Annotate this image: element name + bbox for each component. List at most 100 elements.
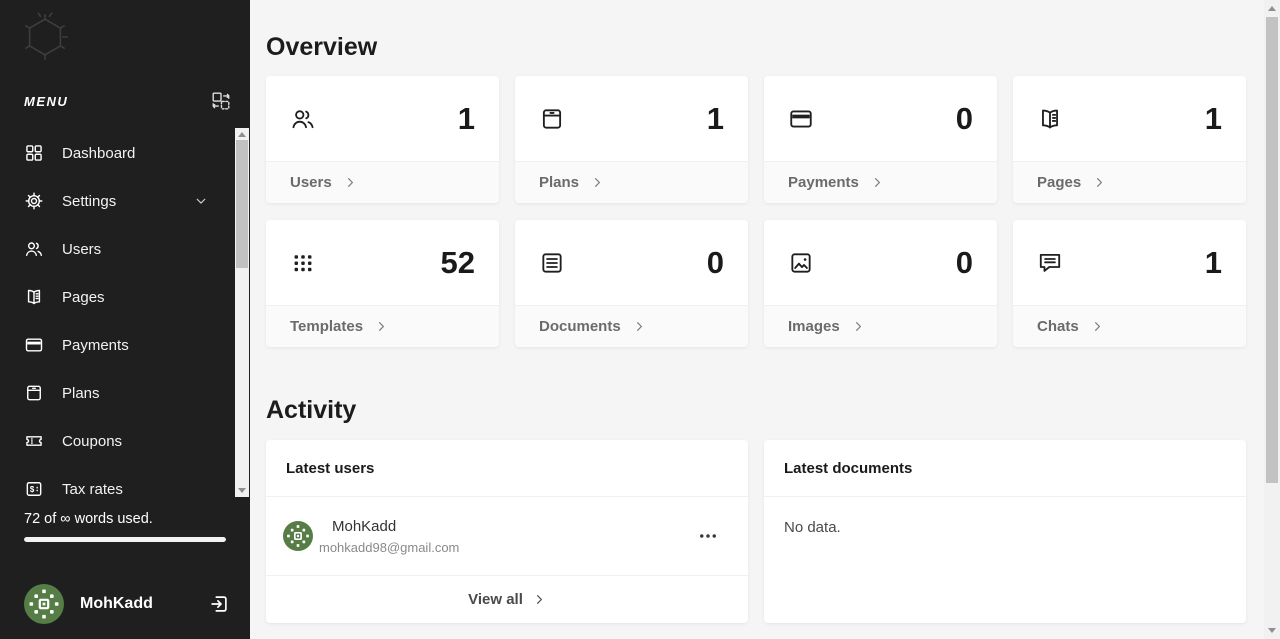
stat-label: Templates	[290, 318, 364, 335]
stat-value: 1	[1204, 100, 1222, 136]
chevron-right-icon	[1091, 320, 1104, 333]
stat-value: 1	[457, 100, 475, 136]
activity-title: Activity	[266, 396, 357, 424]
gear-icon	[24, 191, 44, 211]
stat-label: Chats	[1037, 318, 1079, 335]
chevron-right-icon	[852, 320, 865, 333]
chat-icon	[1037, 250, 1063, 276]
menu-title: MENU	[24, 93, 69, 109]
stat-link-documents[interactable]: Documents	[515, 305, 748, 347]
stat-label: Users	[290, 174, 332, 191]
latest-user-name: MohKadd	[332, 517, 397, 535]
stat-link-payments[interactable]: Payments	[764, 161, 997, 203]
stat-card-chats: 1 Chats	[1013, 220, 1246, 347]
latest-documents-title: Latest documents	[764, 440, 1246, 497]
sidebar-item-settings[interactable]: Settings	[0, 177, 234, 225]
sidebar-item-dashboard[interactable]: Dashboard	[0, 129, 234, 177]
words-usage-text: 72 of ∞ words used.	[24, 511, 153, 527]
stat-value: 0	[955, 100, 973, 136]
open-book-icon	[24, 287, 44, 307]
stat-cards-grid: 1 Users 1 Plans	[266, 76, 1246, 347]
words-usage-progress-fill	[24, 537, 226, 542]
open-book-icon	[1037, 106, 1063, 132]
sidebar-item-label: Pages	[62, 288, 105, 306]
users-icon	[24, 239, 44, 259]
stat-card-users: 1 Users	[266, 76, 499, 203]
stat-link-pages[interactable]: Pages	[1013, 161, 1246, 203]
scroll-down-icon[interactable]	[238, 488, 246, 493]
sidebar-item-label: Plans	[62, 384, 100, 402]
stat-card-plans: 1 Plans	[515, 76, 748, 203]
main-content: Overview 1 Users 1 Plans	[250, 0, 1264, 639]
chevron-right-icon	[591, 176, 604, 189]
box-icon	[24, 383, 44, 403]
stat-link-templates[interactable]: Templates	[266, 305, 499, 347]
sidebar-scrollbar-thumb[interactable]	[236, 140, 248, 268]
chevron-right-icon	[1093, 176, 1106, 189]
sidebar-scrollbar[interactable]	[235, 128, 249, 497]
box-icon	[539, 106, 565, 132]
latest-documents-card: Latest documents No data.	[764, 440, 1246, 623]
chevron-right-icon	[344, 176, 357, 189]
view-all-label: View all	[468, 591, 523, 608]
user-name: MohKadd	[80, 595, 153, 612]
window-scrollbar[interactable]	[1264, 0, 1280, 639]
stat-value: 1	[706, 100, 724, 136]
stat-value: 0	[955, 244, 973, 280]
sidebar-item-label: Coupons	[62, 432, 123, 450]
no-data-text: No data.	[784, 519, 841, 536]
scroll-down-icon[interactable]	[1268, 628, 1276, 633]
chevron-down-icon	[194, 194, 208, 208]
stat-card-payments: 0 Payments	[764, 76, 997, 203]
stat-link-users[interactable]: Users	[266, 161, 499, 203]
latest-users-card: Latest users MohKadd mohkadd98@gmail.com…	[266, 440, 748, 623]
sidebar-item-plans[interactable]: Plans	[0, 369, 234, 417]
stat-value: 1	[1204, 244, 1222, 280]
stat-value: 0	[706, 244, 724, 280]
chevron-right-icon	[375, 320, 388, 333]
stat-card-images: 0 Images	[764, 220, 997, 347]
sidebar-item-label: Payments	[62, 336, 129, 354]
sidebar: MENU Dashboard Settings Users Pages	[0, 0, 250, 639]
logout-icon[interactable]	[208, 593, 230, 615]
latest-users-title: Latest users	[266, 440, 748, 497]
latest-user-email: mohkadd98@gmail.com	[319, 539, 460, 555]
sidebar-item-label: Users	[62, 240, 102, 258]
credit-card-icon	[788, 106, 814, 132]
menu-header: MENU	[24, 88, 232, 114]
chevron-right-icon	[533, 593, 546, 606]
document-icon	[539, 250, 565, 276]
activity-grid: Latest users MohKadd mohkadd98@gmail.com…	[266, 440, 1246, 623]
window-scrollbar-thumb[interactable]	[1266, 17, 1278, 483]
stat-link-plans[interactable]: Plans	[515, 161, 748, 203]
sidebar-user-row[interactable]: MohKadd	[24, 582, 230, 626]
stat-label: Images	[788, 318, 840, 335]
ellipsis-menu-icon[interactable]	[698, 526, 718, 546]
sidebar-menu: Dashboard Settings Users Pages Payments	[0, 129, 234, 501]
words-usage-progressbar	[24, 537, 226, 542]
scroll-up-icon[interactable]	[238, 132, 246, 137]
sidebar-item-label: Tax rates	[62, 480, 123, 498]
stat-card-templates: 52 Templates	[266, 220, 499, 347]
stat-value: 52	[440, 244, 475, 280]
scroll-up-icon[interactable]	[1268, 6, 1276, 11]
sidebar-item-pages[interactable]: Pages	[0, 273, 234, 321]
chevron-right-icon	[871, 176, 884, 189]
dashboard-icon	[24, 143, 44, 163]
sidebar-item-tax-rates[interactable]: Tax rates	[0, 465, 234, 501]
sidebar-collapse-icon[interactable]	[210, 90, 232, 112]
users-icon	[290, 106, 316, 132]
stat-link-images[interactable]: Images	[764, 305, 997, 347]
view-all-button[interactable]: View all	[266, 575, 748, 623]
stat-link-chats[interactable]: Chats	[1013, 305, 1246, 347]
sidebar-item-coupons[interactable]: Coupons	[0, 417, 234, 465]
sidebar-item-users[interactable]: Users	[0, 225, 234, 273]
avatar	[283, 521, 313, 551]
credit-card-icon	[24, 335, 44, 355]
stat-label: Documents	[539, 318, 621, 335]
app-logo-icon	[16, 8, 74, 66]
sidebar-item-label: Dashboard	[62, 144, 136, 162]
stat-card-pages: 1 Pages	[1013, 76, 1246, 203]
sidebar-item-payments[interactable]: Payments	[0, 321, 234, 369]
